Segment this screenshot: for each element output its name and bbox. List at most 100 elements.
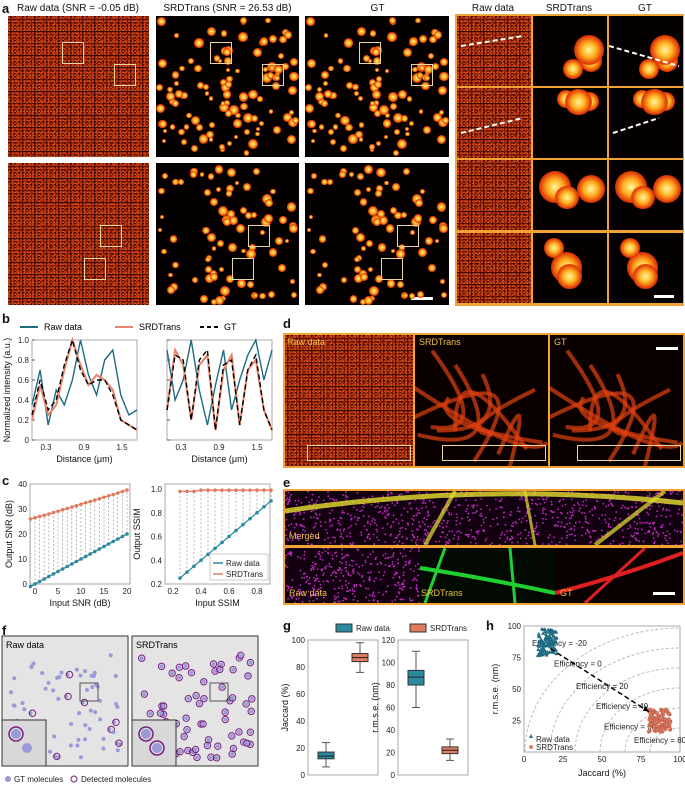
emitter-spot [156, 17, 166, 26]
srd-point [667, 712, 671, 716]
localization-dot [503, 533, 506, 536]
gt-molecule [208, 755, 213, 760]
localization-dot [474, 511, 477, 514]
localization-dot [408, 562, 411, 565]
filament [423, 491, 457, 545]
gt-molecule [90, 685, 95, 690]
emitter-spot [235, 223, 245, 233]
localization-dot [565, 536, 568, 539]
localization-dot [580, 511, 583, 514]
localization-dot [617, 491, 620, 494]
gt-molecule [161, 704, 166, 709]
localization-dot [455, 513, 458, 516]
emitter-spot [339, 171, 346, 178]
localization-dot [635, 502, 637, 504]
localization-dot [333, 601, 335, 603]
emitter-spot [237, 279, 246, 289]
y-tick-label: 100 [382, 659, 396, 668]
detected-molecule [218, 683, 226, 691]
emitter-spot [259, 36, 269, 46]
detected-molecule [191, 745, 200, 754]
emitter-spot [263, 214, 273, 224]
localization-dot [499, 537, 501, 540]
localization-dot [303, 553, 306, 556]
localization-dot [492, 518, 495, 521]
localization-dot [406, 537, 408, 540]
y-tick-label: 10 [18, 555, 27, 564]
emitter-spot [389, 206, 397, 215]
localization-dot [285, 498, 288, 501]
localization-dot [414, 541, 417, 544]
emitter-spot [361, 246, 366, 251]
gt-molecule [217, 667, 222, 672]
data-point [199, 558, 203, 563]
emitter-spot [423, 64, 434, 75]
localization-dot [461, 517, 463, 520]
emitter-spot [250, 212, 257, 219]
emitter-spot [358, 122, 365, 129]
filament [423, 548, 447, 603]
x-tick-label: 1.5 [251, 443, 263, 452]
emitter-spot [576, 175, 606, 204]
emitter-spot [376, 209, 385, 218]
data-point [37, 579, 42, 584]
emitter-spot [207, 27, 217, 37]
emitter-spot [400, 115, 408, 123]
gt-molecule [101, 746, 106, 751]
localization-dot [373, 595, 376, 598]
localization-dot [288, 534, 291, 537]
emitter-spot [225, 190, 233, 198]
roi-box [359, 42, 381, 64]
localization-dot [503, 516, 505, 518]
localization-dot [287, 503, 290, 505]
f-panel-label: SRDTrans [136, 640, 178, 650]
localization-dot [285, 494, 287, 497]
localization-dot [334, 552, 336, 554]
data-point [255, 488, 259, 492]
emitter-spot [271, 82, 280, 91]
localization-dot [307, 542, 309, 545]
y-tick-label: 75 [512, 654, 521, 663]
x-tick-label: 5 [56, 587, 61, 596]
emitter-spot [243, 129, 250, 136]
gt-molecule [22, 743, 32, 753]
emitter-spot [440, 291, 448, 299]
emitter-spot [305, 84, 313, 92]
localization-dot [646, 511, 649, 514]
raw-point [548, 644, 553, 649]
raw-point [544, 632, 549, 636]
localization-dot [557, 516, 559, 519]
detected-molecule [28, 709, 37, 717]
localization-dot [368, 599, 371, 602]
emitter-spot [321, 100, 329, 108]
localization-dot [412, 535, 415, 538]
localization-dot [642, 540, 645, 543]
efficiency-label: Efficiency = 40 [596, 702, 649, 711]
localization-dot [561, 504, 564, 507]
d-srd-label: SRDTrans [419, 337, 461, 347]
localization-dot [359, 584, 361, 586]
emitter-spot [248, 89, 258, 100]
gt-molecule [236, 729, 241, 734]
localization-dot [586, 521, 588, 524]
localization-dot [476, 504, 479, 507]
localization-dot [622, 536, 625, 539]
legend-swatch [70, 775, 78, 783]
localization-dot [322, 574, 325, 576]
localization-dot [648, 522, 651, 525]
localization-dot [661, 508, 664, 511]
emitter-spot [323, 32, 329, 38]
gt-molecule [93, 710, 98, 715]
emitter-spot [268, 247, 278, 257]
localization-dot [367, 515, 370, 518]
localization-dot [446, 541, 448, 544]
localization-dot [549, 533, 551, 536]
localization-dot [351, 565, 354, 567]
localization-dot [361, 574, 364, 577]
srd-point [661, 710, 665, 715]
localization-dot [603, 518, 606, 521]
localization-dot [335, 499, 338, 502]
emitter-spot [214, 165, 224, 175]
localization-dot [485, 537, 488, 540]
emitter-spot [429, 35, 437, 44]
